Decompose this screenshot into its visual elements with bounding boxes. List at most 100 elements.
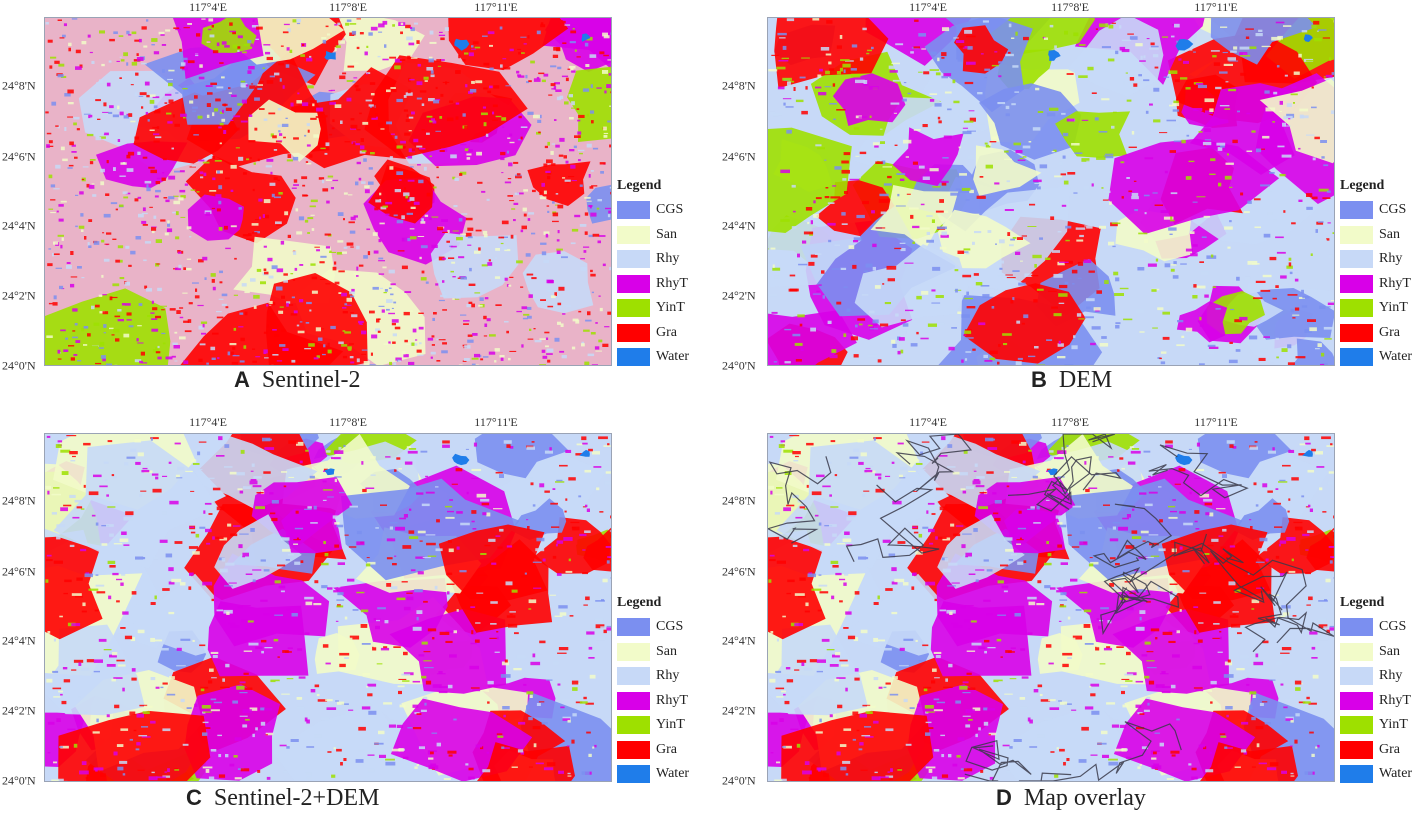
- lon-tick: 117°4'E: [189, 415, 227, 430]
- lat-tick: 24°4'N: [722, 634, 756, 649]
- legend-item-cgs: CGS: [1340, 198, 1412, 223]
- legend-swatch: [617, 716, 650, 734]
- legend-label: RhyT: [1379, 693, 1411, 709]
- legend-label: Water: [656, 766, 689, 782]
- legend-item-cgs: CGS: [617, 198, 689, 223]
- legend-swatch: [1340, 741, 1373, 759]
- lat-tick: 24°4'N: [2, 634, 36, 649]
- legend-label: Gra: [656, 325, 677, 341]
- lon-tick: 117°4'E: [189, 0, 227, 15]
- lat-tick: 24°4'N: [722, 219, 756, 234]
- legend-item-water: Water: [1340, 345, 1412, 370]
- legend: Legend CGS San Rhy RhyT YinT Gra Water: [1340, 595, 1412, 787]
- legend-label: San: [1379, 644, 1400, 660]
- legend-title: Legend: [617, 178, 689, 194]
- lon-tick: 117°8'E: [1051, 415, 1089, 430]
- classification-map: [767, 433, 1335, 782]
- classification-map-image: [768, 434, 1334, 781]
- legend-swatch: [617, 348, 650, 366]
- lat-tick: 24°8'N: [2, 79, 36, 94]
- panel-b: 117°4'E 117°8'E 117°11'E 24°8'N 24°6'N 2…: [720, 0, 1417, 410]
- panel-title: Map overlay: [1024, 785, 1146, 811]
- legend-label: CGS: [1379, 619, 1406, 635]
- legend-swatch: [1340, 226, 1373, 244]
- lon-tick: 117°8'E: [329, 0, 367, 15]
- panel-letter: A: [234, 367, 250, 392]
- legend-swatch: [617, 324, 650, 342]
- legend-item-gra: Gra: [617, 321, 689, 346]
- classification-map: [767, 17, 1335, 366]
- legend-label: Rhy: [656, 251, 679, 267]
- legend-item-rhy: Rhy: [617, 247, 689, 272]
- legend-label: RhyT: [1379, 276, 1411, 292]
- legend-swatch: [617, 250, 650, 268]
- lat-tick: 24°8'N: [722, 494, 756, 509]
- legend: Legend CGS San Rhy RhyT YinT Gra Water: [617, 178, 689, 370]
- legend-label: Rhy: [1379, 668, 1402, 684]
- classification-map-image: [45, 434, 611, 781]
- legend-label: CGS: [1379, 202, 1406, 218]
- legend-swatch: [1340, 299, 1373, 317]
- legend-title: Legend: [1340, 595, 1412, 611]
- legend-label: CGS: [656, 619, 683, 635]
- lat-tick: 24°6'N: [722, 150, 756, 165]
- legend-label: San: [656, 644, 677, 660]
- legend-label: Water: [1379, 766, 1412, 782]
- lat-tick: 24°2'N: [2, 704, 36, 719]
- lon-tick: 117°8'E: [329, 415, 367, 430]
- legend-swatch: [617, 201, 650, 219]
- legend-label: Water: [656, 349, 689, 365]
- classification-map-image: [45, 18, 611, 365]
- lat-tick: 24°0'N: [722, 359, 756, 374]
- legend-swatch: [1340, 765, 1373, 783]
- legend-swatch: [1340, 324, 1373, 342]
- panel-a: 117°4'E 117°8'E 117°11'E 24°8'N 24°6'N 2…: [0, 0, 700, 410]
- lon-tick: 117°11'E: [1194, 0, 1237, 15]
- lon-tick: 117°11'E: [1194, 415, 1237, 430]
- legend-item-gra: Gra: [617, 738, 689, 763]
- lat-tick: 24°2'N: [2, 289, 36, 304]
- panel-caption: A Sentinel-2: [234, 367, 361, 394]
- legend-label: YinT: [656, 300, 685, 316]
- legend-label: Rhy: [1379, 251, 1402, 267]
- legend-label: San: [656, 227, 677, 243]
- panel-letter: B: [1031, 367, 1047, 392]
- legend-label: Gra: [1379, 325, 1400, 341]
- legend-item-san: San: [617, 223, 689, 248]
- legend-item-rhyt: RhyT: [617, 272, 689, 297]
- legend-item-cgs: CGS: [1340, 615, 1412, 640]
- panel-title: Sentinel-2+DEM: [214, 785, 380, 811]
- panel-caption: B DEM: [1031, 367, 1112, 394]
- lon-tick: 117°11'E: [474, 0, 517, 15]
- lat-tick: 24°2'N: [722, 289, 756, 304]
- legend-item-rhy: Rhy: [617, 664, 689, 689]
- legend-label: San: [1379, 227, 1400, 243]
- legend-item-gra: Gra: [1340, 321, 1412, 346]
- panel-title: Sentinel-2: [262, 367, 361, 393]
- legend-label: CGS: [656, 202, 683, 218]
- legend-item-rhy: Rhy: [1340, 664, 1412, 689]
- panel-d: 117°4'E 117°8'E 117°11'E 24°8'N 24°6'N 2…: [720, 415, 1417, 825]
- legend-item-water: Water: [617, 762, 689, 787]
- classification-map: [44, 17, 612, 366]
- legend-label: YinT: [656, 717, 685, 733]
- lat-tick: 24°4'N: [2, 219, 36, 234]
- legend-swatch: [617, 765, 650, 783]
- legend-swatch: [1340, 201, 1373, 219]
- legend-label: Gra: [1379, 742, 1400, 758]
- classification-map: [44, 433, 612, 782]
- legend-item-san: San: [1340, 640, 1412, 665]
- lat-tick: 24°6'N: [2, 565, 36, 580]
- panel-title: DEM: [1059, 367, 1112, 393]
- lon-tick: 117°4'E: [909, 0, 947, 15]
- lat-tick: 24°0'N: [2, 774, 36, 789]
- legend-swatch: [617, 299, 650, 317]
- panel-c: 117°4'E 117°8'E 117°11'E 24°8'N 24°6'N 2…: [0, 415, 700, 825]
- legend-swatch: [1340, 250, 1373, 268]
- legend-item-cgs: CGS: [617, 615, 689, 640]
- lat-tick: 24°8'N: [2, 494, 36, 509]
- lat-tick: 24°6'N: [2, 150, 36, 165]
- legend-swatch: [617, 667, 650, 685]
